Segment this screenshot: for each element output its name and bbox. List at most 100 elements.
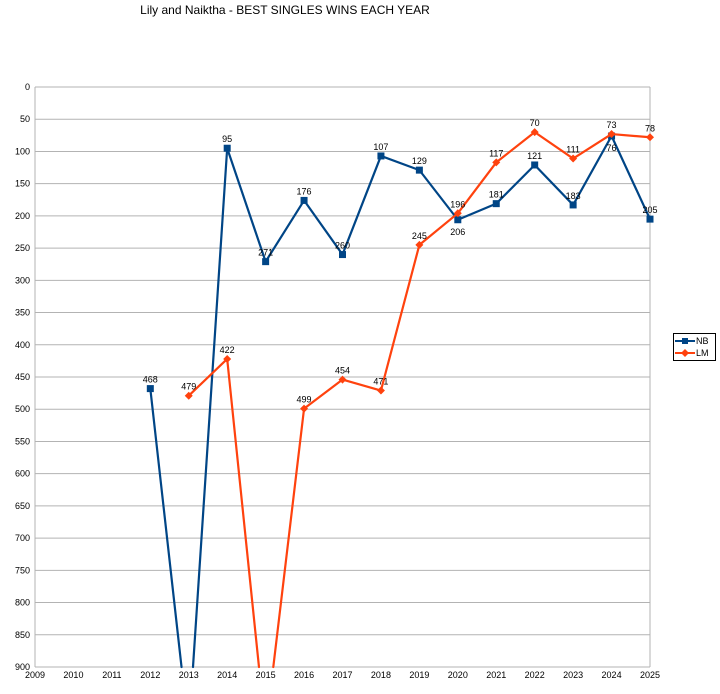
series-line-nb	[341, 154, 383, 256]
y-tick-label: 450	[15, 372, 30, 382]
y-tick-label: 250	[15, 243, 30, 253]
data-point	[453, 209, 462, 218]
data-label: 245	[412, 231, 427, 241]
data-label: 205	[642, 205, 657, 215]
legend: NB LM	[673, 333, 716, 361]
data-point	[377, 152, 385, 160]
x-tick-label: 2022	[525, 670, 545, 680]
series-line-lm	[572, 132, 613, 160]
data-point	[184, 391, 193, 400]
x-tick-label: 2016	[294, 670, 314, 680]
data-point	[607, 130, 616, 139]
y-tick-label: 850	[15, 630, 30, 640]
y-tick-label: 350	[15, 308, 30, 318]
y-tick-label: 150	[15, 179, 30, 189]
data-label: 260	[335, 241, 350, 251]
data-label: 196	[450, 199, 465, 209]
data-label: 479	[181, 382, 196, 392]
data-point	[415, 166, 423, 174]
data-point	[300, 404, 309, 413]
legend-item-nb: NB	[674, 335, 715, 347]
data-label: 206	[450, 227, 465, 237]
data-label: 471	[373, 377, 388, 387]
y-tick-label: 700	[15, 533, 30, 543]
data-label: 499	[297, 395, 312, 405]
series-line-nb	[418, 169, 459, 221]
y-tick-label: 50	[20, 114, 30, 124]
y-tick-label: 0	[25, 82, 30, 92]
x-tick-label: 2020	[448, 670, 468, 680]
data-point	[646, 133, 654, 142]
series-line-nb	[264, 199, 306, 263]
data-point	[223, 354, 232, 363]
data-label: 129	[412, 156, 427, 166]
data-label: 422	[220, 345, 235, 355]
legend-label-nb: NB	[696, 336, 709, 346]
data-point	[338, 375, 347, 384]
series-line-nb	[572, 134, 613, 207]
y-tick-label: 550	[15, 436, 30, 446]
x-tick-label: 2018	[371, 670, 391, 680]
series-nb	[146, 132, 654, 669]
x-tick-label: 2025	[640, 670, 660, 680]
data-point	[223, 144, 231, 152]
data-label: 121	[527, 151, 542, 161]
x-tick-label: 2015	[256, 670, 276, 680]
series-line-lm	[302, 378, 344, 410]
data-point	[376, 386, 385, 395]
y-tick-label: 100	[15, 146, 30, 156]
data-point	[454, 216, 462, 224]
series-line-nb	[226, 147, 267, 263]
legend-label-lm: LM	[696, 348, 709, 358]
data-point	[300, 196, 308, 204]
series-lm	[184, 128, 654, 669]
x-tick-label: 2011	[102, 670, 121, 680]
series-line-nb	[610, 134, 652, 221]
data-label: 107	[373, 142, 388, 152]
data-label: 76	[607, 143, 617, 153]
series-line-lm	[610, 132, 652, 139]
series-line-lm	[379, 243, 421, 392]
series-line-nb	[495, 163, 536, 205]
data-label: 117	[489, 148, 503, 158]
data-label: 183	[566, 191, 581, 201]
y-tick-label: 500	[15, 404, 30, 414]
series-line-nb	[191, 147, 229, 669]
y-tick-label: 900	[15, 662, 30, 672]
data-label: 454	[335, 366, 350, 376]
legend-marker-nb	[675, 338, 695, 344]
chart-title: Lily and Naiktha - BEST SINGLES WINS EAC…	[140, 3, 430, 17]
data-label: 78	[645, 123, 655, 133]
series-line-nb	[533, 163, 575, 207]
series-line-nb	[379, 154, 421, 172]
x-tick-label: 2017	[332, 670, 352, 680]
y-tick-label: 800	[15, 598, 30, 608]
data-point	[646, 215, 654, 223]
y-tick-label: 300	[15, 275, 30, 285]
x-tick-label: 2021	[486, 670, 506, 680]
legend-marker-lm	[675, 349, 695, 357]
series-line-lm	[272, 407, 306, 669]
data-point	[262, 258, 270, 266]
data-point	[492, 200, 500, 208]
series-line-lm	[533, 131, 575, 160]
y-tick-label: 400	[15, 340, 30, 350]
data-point	[492, 158, 501, 167]
data-label: 95	[222, 134, 232, 144]
x-tick-label: 2012	[140, 670, 160, 680]
series-line-nb	[302, 199, 344, 256]
data-point	[530, 128, 539, 137]
x-tick-label: 2013	[179, 670, 199, 680]
data-point	[339, 251, 346, 259]
series-line-lm	[187, 357, 229, 397]
y-tick-label: 200	[15, 211, 30, 221]
data-label: 468	[143, 375, 158, 385]
x-tick-label: 2024	[602, 670, 622, 680]
data-label: 111	[566, 145, 580, 155]
data-label: 70	[530, 118, 540, 128]
series-line-lm	[456, 161, 498, 215]
y-tick-label: 600	[15, 469, 30, 479]
series-line-lm	[418, 212, 459, 246]
